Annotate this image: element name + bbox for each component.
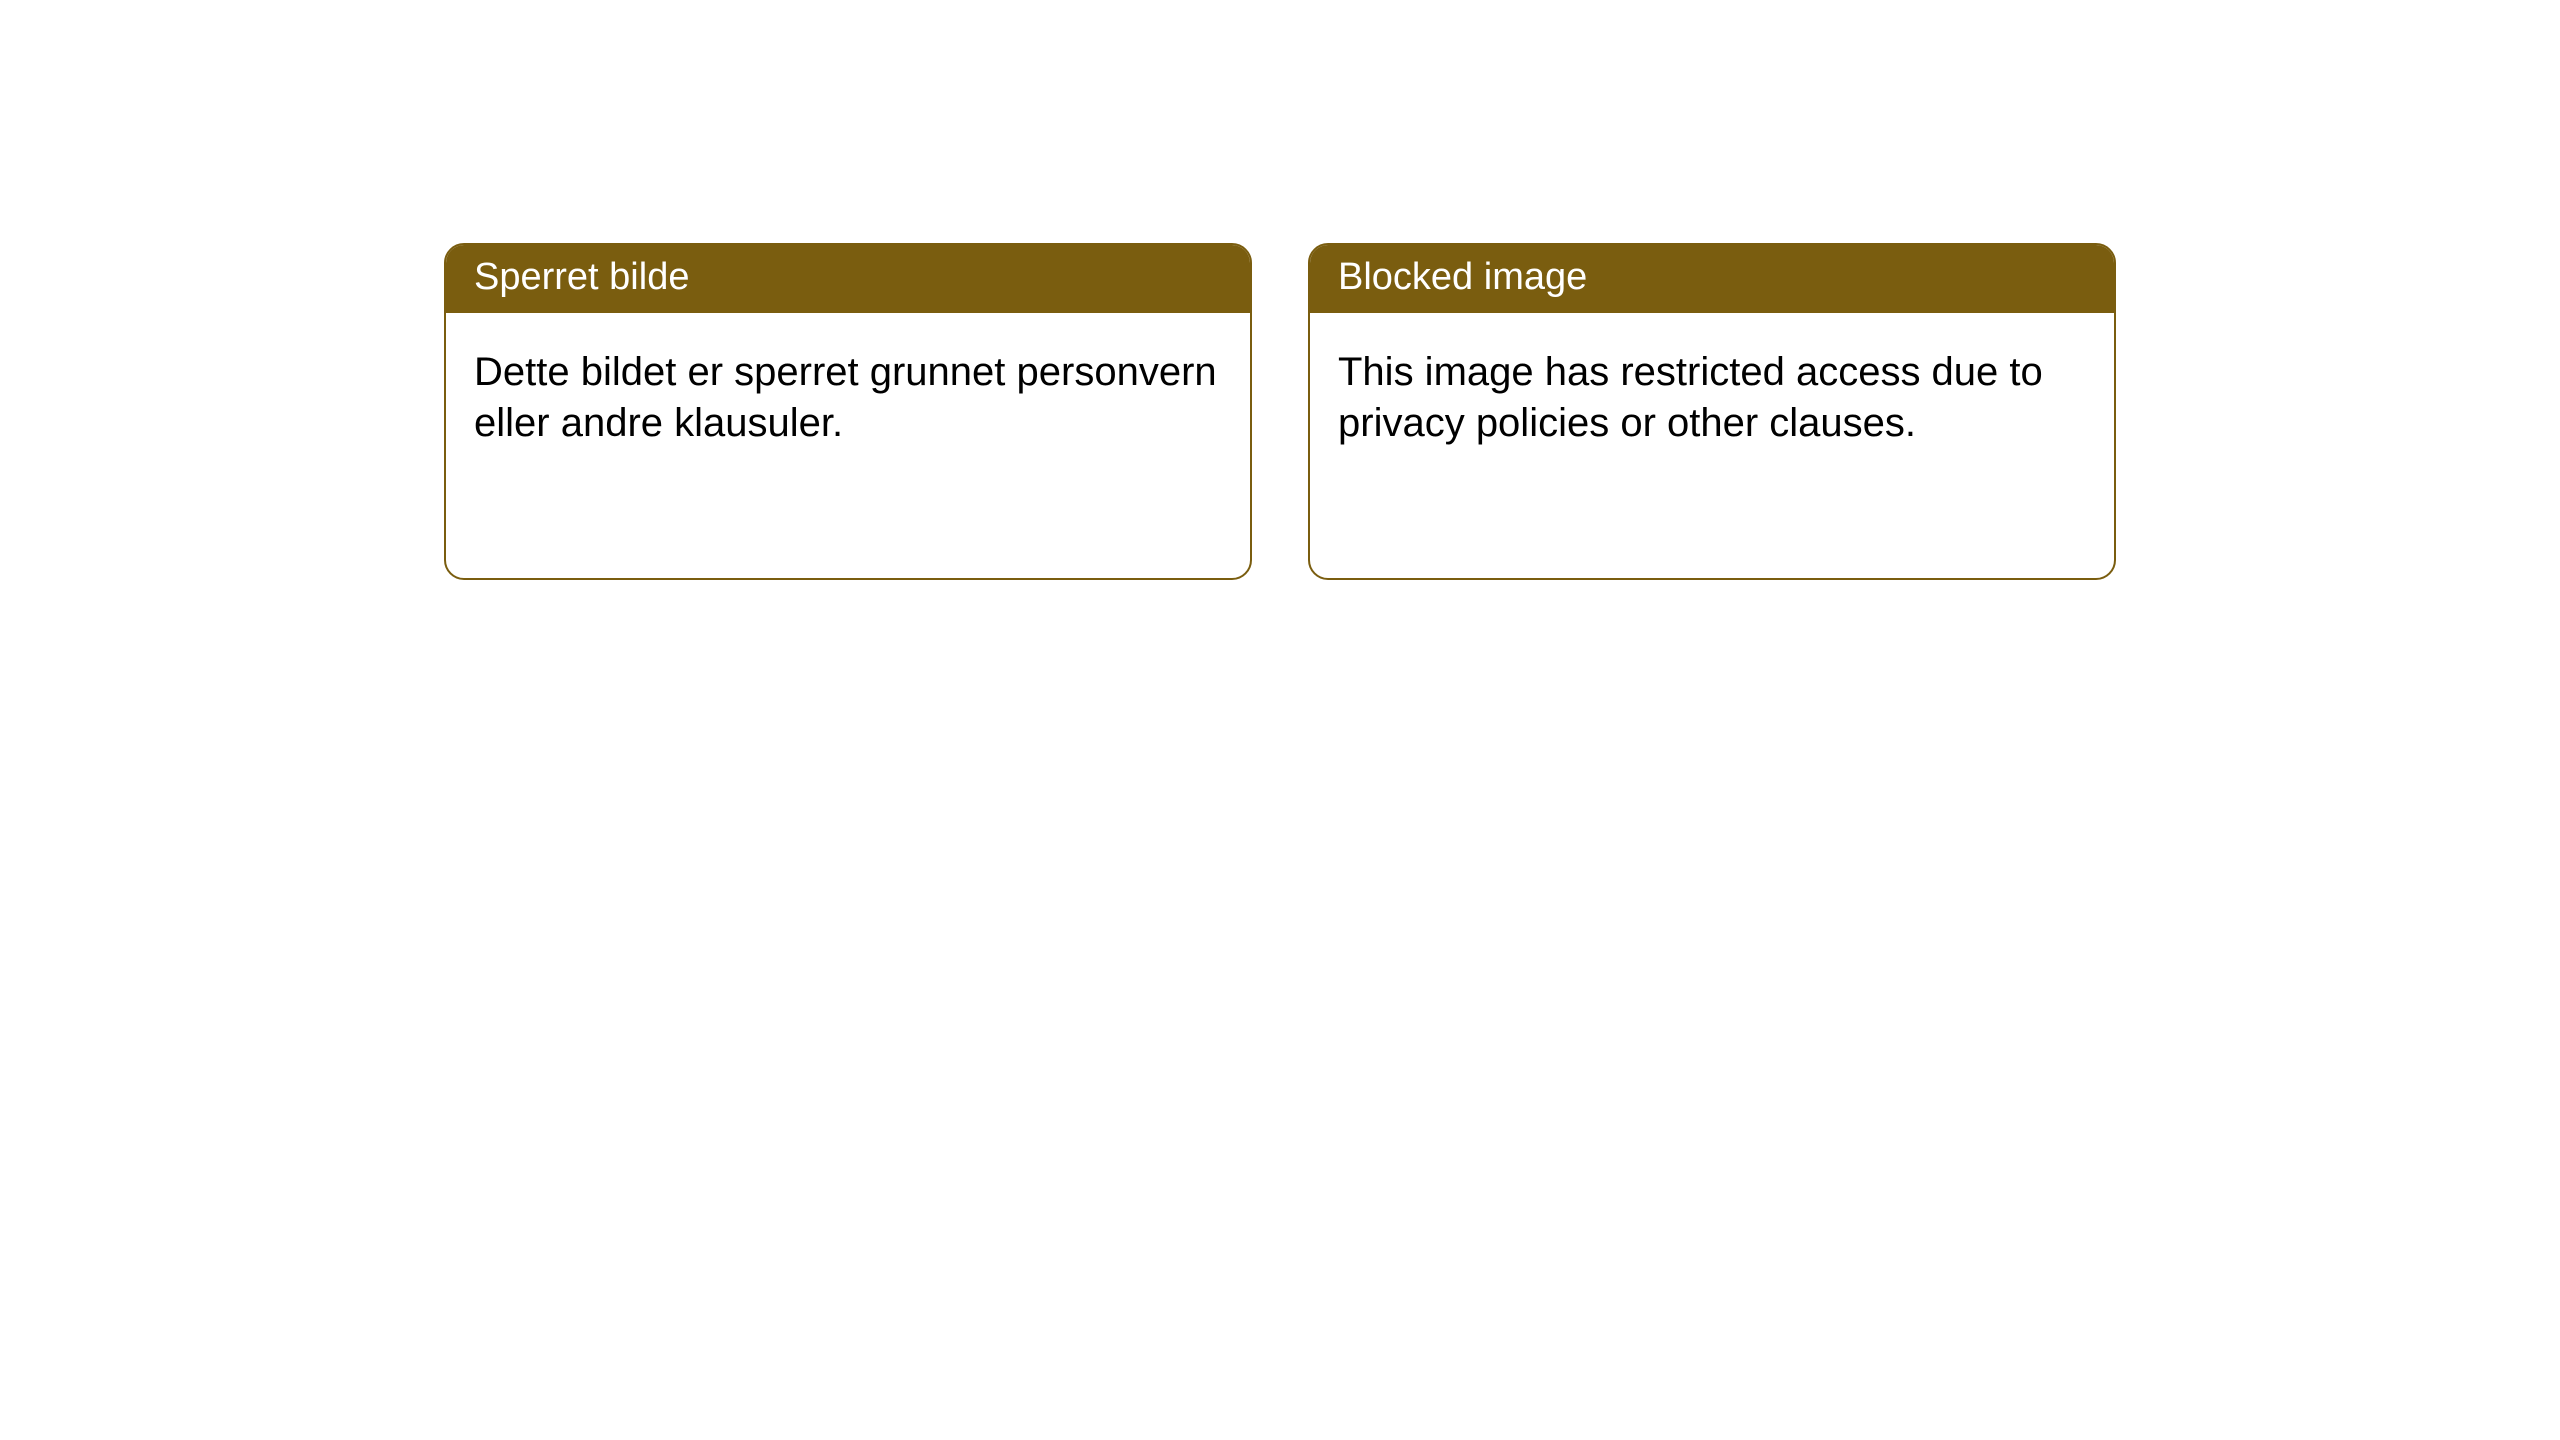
card-text: This image has restricted access due to … bbox=[1338, 347, 2086, 450]
card-title: Sperret bilde bbox=[474, 256, 689, 298]
card-body: Dette bildet er sperret grunnet personve… bbox=[446, 313, 1250, 579]
notice-card-english: Blocked image This image has restricted … bbox=[1308, 243, 2116, 580]
notice-cards-container: Sperret bilde Dette bildet er sperret gr… bbox=[444, 243, 2116, 580]
card-header: Blocked image bbox=[1310, 245, 2114, 313]
card-title: Blocked image bbox=[1338, 256, 1587, 298]
card-body: This image has restricted access due to … bbox=[1310, 313, 2114, 579]
card-text: Dette bildet er sperret grunnet personve… bbox=[474, 347, 1222, 450]
card-header: Sperret bilde bbox=[446, 245, 1250, 313]
notice-card-norwegian: Sperret bilde Dette bildet er sperret gr… bbox=[444, 243, 1252, 580]
